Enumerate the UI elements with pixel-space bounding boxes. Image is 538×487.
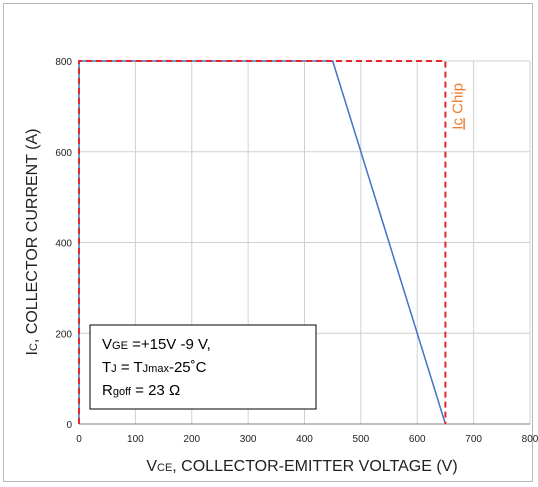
x-tick-label: 400 [296,434,313,445]
legend-line-vge: VGE =+15V -9 V, [102,336,211,353]
legend-box-border [89,324,317,410]
y-tick-label: 600 [55,148,72,159]
y-tick-label: 200 [55,329,72,340]
x-tick-label: 700 [465,434,482,445]
ic-chip-annotation-rest: Chip [449,83,466,118]
y-axis-title: IC, COLLECTOR CURRENT (A) [24,129,41,356]
tick-labels: 0 100 200 300 400 500 600 700 800 0 200 400 600 800 [55,57,538,445]
x-tick-label: 600 [409,434,426,445]
legend-line-rgoff: Rgoff = 23 Ω [102,382,180,399]
series-ic-chip-dashed-line [78,60,447,424]
series-group [78,60,447,425]
x-tick-label: 800 [522,434,538,445]
x-tick-label: 200 [183,434,200,445]
y-tick-label: 0 [66,420,72,431]
legend-line-tj: TJ = TJmax-25˚C [102,359,207,376]
x-tick-label: 300 [240,434,257,445]
x-tick-label: 100 [127,434,144,445]
ic-chip-annotation-underlined: Ic [449,118,466,130]
legend-box: VGE =+15V -9 V, TJ = TJmax-25˚C Rgoff = … [89,324,317,410]
ic-chip-annotation: Ic Chip [449,83,466,130]
x-axis-title: VCE, COLLECTOR-EMITTER VOLTAGE (V) [146,458,457,475]
y-tick-label: 400 [55,239,72,250]
x-tick-label: 0 [76,434,82,445]
x-tick-label: 500 [353,434,370,445]
y-tick-label: 800 [55,57,72,68]
